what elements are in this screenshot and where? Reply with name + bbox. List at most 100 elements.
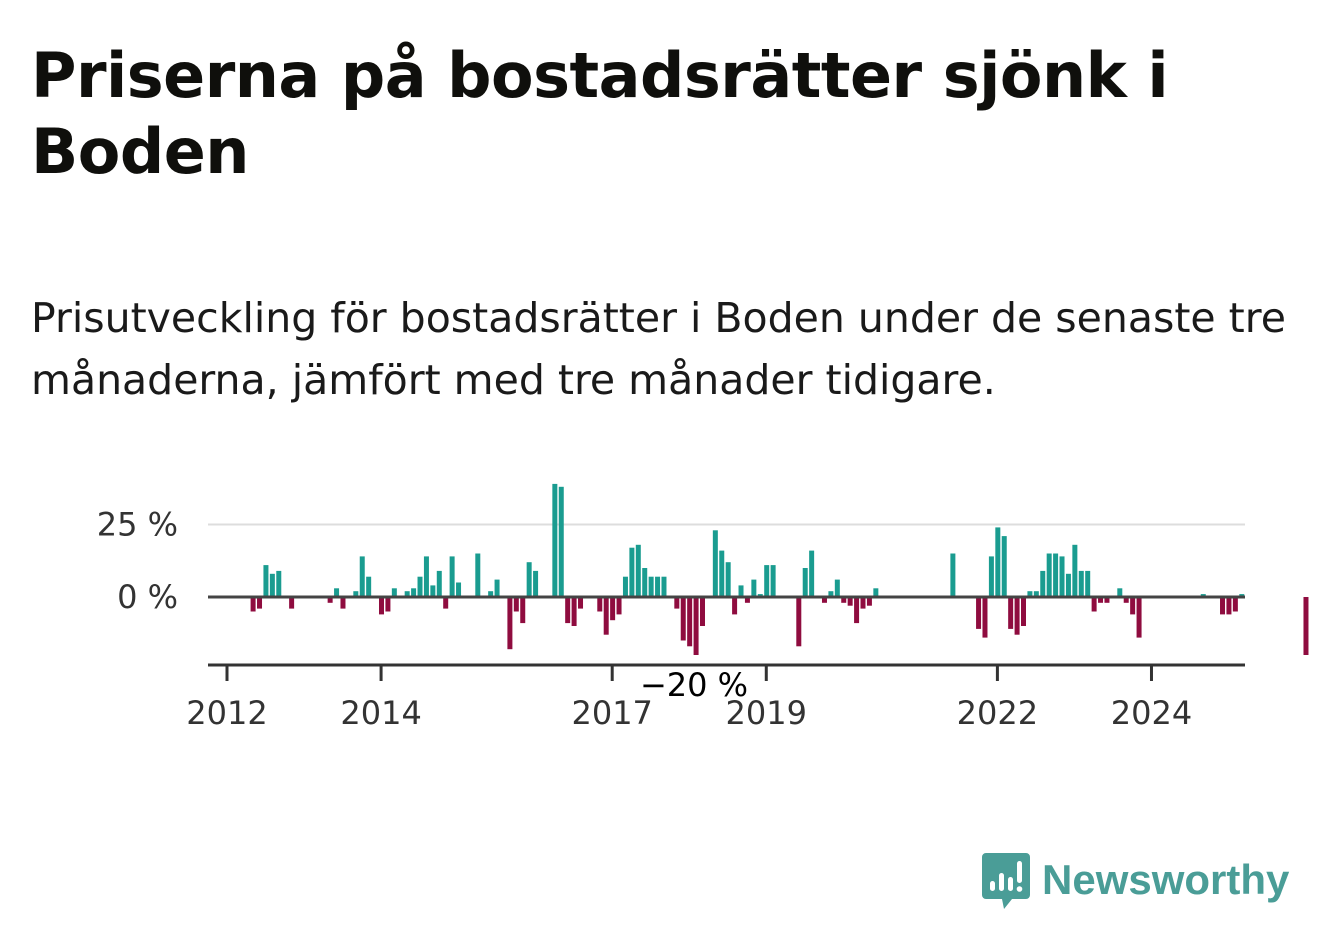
- bar: [391, 588, 397, 597]
- bar: [1014, 597, 1020, 635]
- bar: [263, 565, 269, 597]
- bar: [257, 597, 263, 609]
- bar: [1078, 570, 1084, 597]
- bar: [1098, 597, 1104, 603]
- bar: [661, 576, 667, 597]
- bar: [578, 597, 584, 609]
- bar: [751, 579, 757, 597]
- bar: [860, 597, 866, 609]
- bar: [385, 597, 391, 612]
- bar: [854, 597, 860, 624]
- bar: [1123, 597, 1129, 603]
- bar: [334, 588, 340, 597]
- logo-text: Newsworthy: [1042, 856, 1290, 903]
- bar: [687, 597, 693, 647]
- bar: [802, 568, 808, 597]
- bar: [655, 576, 661, 597]
- bar: [828, 591, 834, 597]
- bar: [622, 576, 628, 597]
- bar: [1001, 536, 1007, 597]
- bar: [629, 547, 635, 597]
- bar: [616, 597, 622, 615]
- bar: [712, 530, 718, 597]
- bar: [635, 544, 641, 597]
- bar: [411, 588, 417, 597]
- bar: [276, 570, 282, 597]
- bar: [269, 573, 275, 597]
- x-tick-label: 2019: [726, 694, 807, 732]
- bar: [289, 597, 295, 609]
- bar: [1117, 588, 1123, 597]
- bar: [732, 597, 738, 615]
- bar: [494, 579, 500, 597]
- bar: [719, 550, 725, 597]
- bar: [552, 483, 558, 597]
- bar: [1008, 597, 1014, 629]
- bar: [1226, 597, 1232, 615]
- bar: [988, 556, 994, 597]
- bar: [1091, 597, 1097, 612]
- bar: [1059, 556, 1065, 597]
- bar: [430, 585, 436, 597]
- bar: [359, 556, 365, 597]
- bar: [1232, 597, 1238, 612]
- bar: [449, 556, 455, 597]
- axis-layer: 25 %0 %2012 2014 2017 2019 2022 2024−20 %−20 …: [97, 506, 1245, 732]
- bar: [1104, 597, 1110, 603]
- bar: [533, 570, 539, 597]
- bar: [250, 597, 256, 612]
- bar: [1130, 597, 1136, 615]
- bar: [597, 597, 603, 612]
- bar: [353, 591, 359, 597]
- bar: [520, 597, 526, 624]
- bar: [443, 597, 449, 609]
- bar: [1303, 597, 1309, 655]
- bar: [995, 527, 1001, 597]
- bar: [693, 597, 699, 655]
- bar: [1046, 553, 1052, 597]
- bar: [770, 565, 776, 597]
- bar: [558, 486, 564, 597]
- bars-layer: [250, 483, 1309, 655]
- bar: [507, 597, 513, 650]
- bar: [841, 597, 847, 603]
- bar: [796, 597, 802, 647]
- y-tick-label: 0 %: [117, 578, 178, 616]
- bar: [488, 591, 494, 597]
- chart-title: Priserna på bostadsrätter sjönk i Boden: [31, 39, 1169, 188]
- bar: [1085, 570, 1091, 597]
- bar: [1065, 573, 1071, 597]
- bar: [642, 568, 648, 597]
- bar: [475, 553, 481, 597]
- chart-subtitle: Prisutveckling för bostadsrätter i Boden…: [31, 294, 1286, 404]
- bar: [1072, 544, 1078, 597]
- newsworthy-logo: Newsworthy: [980, 848, 1289, 912]
- bar: [1220, 597, 1226, 615]
- x-tick-label: 2024: [1111, 694, 1192, 732]
- bar: [366, 576, 372, 597]
- bar: [417, 576, 423, 597]
- bar: [834, 579, 840, 597]
- bar: [327, 597, 333, 603]
- bar: [1021, 597, 1026, 626]
- x-tick-label: 2012: [186, 694, 267, 732]
- bar: [1136, 597, 1142, 638]
- bar: [340, 597, 346, 609]
- bar: [603, 597, 609, 635]
- x-tick-label: 2022: [957, 694, 1038, 732]
- bar: [809, 550, 815, 597]
- newsworthy-bar-chart-icon: [982, 853, 1030, 909]
- bar: [821, 597, 827, 603]
- bar: [648, 576, 654, 597]
- bar: [513, 597, 519, 612]
- bar: [526, 562, 532, 597]
- bar: [1053, 553, 1059, 597]
- bar: [456, 582, 462, 597]
- bar: [404, 591, 410, 597]
- bar: [680, 597, 686, 641]
- bar: [423, 556, 429, 597]
- bar: [700, 597, 705, 626]
- bar: [1033, 591, 1039, 597]
- bar: [1040, 570, 1046, 597]
